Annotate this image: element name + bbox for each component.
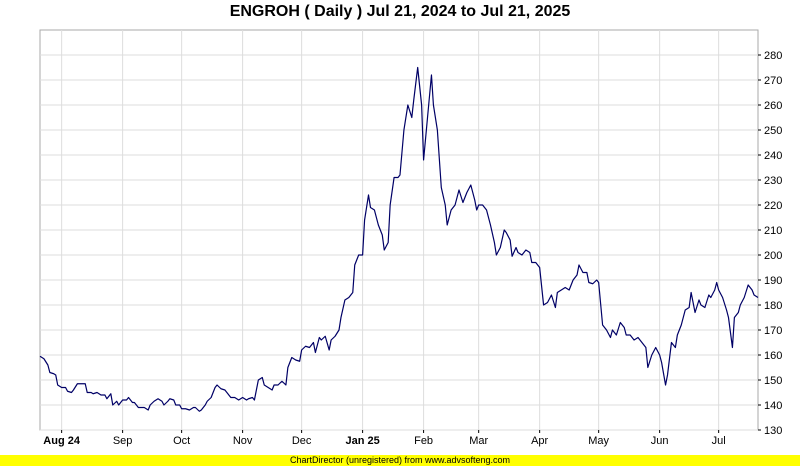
- price-chart: 130 140 150 160 170 180 190 200 210 220 230 240 250 2…: [39, 29, 782, 447]
- x-axis: Aug 24 Sep Oct Nov Dec Jan 25 Feb Mar Apr May Jun J…: [43, 430, 726, 447]
- x-tick-label: Jul: [712, 435, 726, 447]
- y-tick-label: 190: [764, 275, 782, 287]
- x-tick-label: Mar: [469, 435, 488, 447]
- x-tick-label: Feb: [414, 435, 433, 447]
- x-tick-label: Aug 24: [43, 435, 81, 447]
- x-tick-label: Nov: [233, 435, 253, 447]
- x-tick-label: Oct: [173, 435, 190, 447]
- x-tick-label: Jan 25: [345, 435, 379, 447]
- y-tick-label: 240: [764, 150, 782, 162]
- x-tick-label: Dec: [292, 435, 312, 447]
- y-tick-label: 260: [764, 100, 782, 112]
- y-tick-label: 200: [764, 250, 782, 262]
- x-tick-label: Sep: [113, 435, 133, 447]
- x-tick-label: May: [588, 435, 609, 447]
- y-tick-label: 150: [764, 375, 782, 387]
- chartdirector-footer: ChartDirector (unregistered) from www.ad…: [0, 455, 800, 466]
- y-tick-label: 280: [764, 50, 782, 62]
- y-tick-label: 180: [764, 300, 782, 312]
- x-tick-label: Apr: [531, 435, 548, 447]
- y-tick-label: 170: [764, 325, 782, 337]
- y-tick-label: 160: [764, 350, 782, 362]
- grid-lines: [40, 30, 758, 431]
- y-axis: 130 140 150 160 170 180 190 200 210 220 230 240 250 2…: [758, 50, 782, 437]
- y-tick-label: 140: [764, 400, 782, 412]
- chart-title: ENGROH ( Daily ) Jul 21, 2024 to Jul 21,…: [229, 3, 571, 20]
- y-tick-label: 220: [764, 200, 782, 212]
- x-tick-label: Jun: [651, 435, 669, 447]
- price-series-line: [39, 66, 759, 412]
- y-tick-label: 130: [764, 425, 782, 437]
- y-tick-label: 210: [764, 225, 782, 237]
- y-tick-label: 230: [764, 175, 782, 187]
- y-tick-label: 270: [764, 75, 782, 87]
- y-tick-label: 250: [764, 125, 782, 137]
